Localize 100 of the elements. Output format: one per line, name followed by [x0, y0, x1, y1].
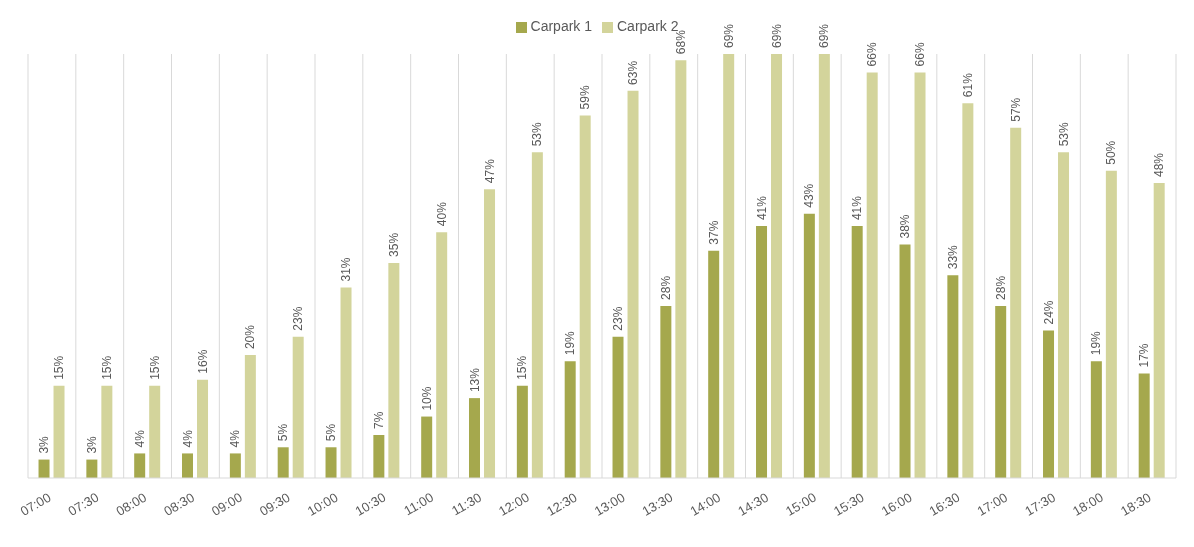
bar: [579, 115, 591, 478]
bar: [340, 287, 352, 478]
bar: [1090, 361, 1102, 478]
data-label: 15%: [99, 355, 114, 380]
legend-label: Carpark 1: [530, 18, 592, 34]
bar: [660, 305, 672, 478]
data-label: 48%: [1152, 152, 1167, 178]
bar: [516, 385, 528, 478]
data-label: 53%: [1056, 121, 1071, 147]
x-tick-label: 08:30: [161, 489, 197, 519]
bar: [675, 60, 687, 478]
data-label: 15%: [147, 355, 162, 380]
data-label: 66%: [913, 42, 928, 67]
bar: [899, 244, 911, 478]
bar: [277, 447, 289, 478]
bar: [292, 336, 304, 478]
data-label: 68%: [673, 29, 688, 55]
x-tick-label: 09:30: [256, 489, 293, 519]
bar: [1010, 127, 1022, 478]
data-label: 63%: [626, 60, 641, 85]
bar: [101, 385, 113, 478]
data-label: 15%: [515, 355, 530, 380]
x-tick-label: 11:00: [401, 489, 437, 519]
data-label: 69%: [769, 23, 784, 48]
bar: [1138, 373, 1150, 478]
data-label: 57%: [1008, 97, 1023, 122]
data-label: 23%: [291, 306, 306, 331]
bar: [484, 189, 496, 478]
bar: [149, 385, 161, 478]
data-label: 33%: [945, 244, 960, 270]
bar: [134, 453, 146, 478]
bar: [708, 250, 720, 478]
bar: [612, 336, 624, 478]
data-label: 47%: [482, 158, 497, 184]
data-label: 37%: [706, 220, 721, 245]
bar: [771, 54, 783, 478]
bar: [1153, 183, 1165, 478]
data-label: 53%: [530, 121, 545, 147]
x-tick-label: 08:00: [113, 489, 150, 519]
data-label: 3%: [84, 435, 99, 454]
data-label: 19%: [563, 330, 578, 356]
data-label: 28%: [993, 275, 1008, 300]
data-label: 16%: [195, 349, 210, 374]
data-label: 41%: [850, 195, 865, 221]
x-tick-label: 11:30: [449, 489, 484, 519]
bar: [469, 398, 481, 478]
data-label: 59%: [578, 85, 593, 110]
bar: [866, 72, 878, 478]
data-label: 4%: [180, 429, 195, 448]
bar: [914, 72, 926, 478]
bar: [86, 459, 98, 478]
bar: [803, 213, 815, 478]
data-label: 35%: [386, 232, 401, 257]
bar: [244, 355, 256, 478]
x-tick-label: 07:00: [17, 489, 54, 519]
x-tick-label: 07:30: [65, 489, 102, 519]
bar: [421, 416, 433, 478]
data-label: 50%: [1104, 140, 1119, 165]
bar: [627, 90, 639, 478]
x-tick-label: 09:00: [209, 489, 245, 519]
data-label: 66%: [865, 42, 880, 67]
data-label: 17%: [1137, 343, 1152, 368]
data-label: 38%: [898, 214, 913, 239]
data-label: 61%: [960, 72, 975, 98]
bar: [1058, 152, 1070, 478]
data-label: 7%: [371, 411, 386, 429]
data-label: 19%: [1089, 330, 1104, 356]
bar: [38, 459, 50, 478]
bar: [182, 453, 194, 478]
bar: [723, 54, 735, 478]
bar: [229, 453, 241, 478]
bar: [197, 379, 209, 478]
data-label: 4%: [228, 429, 243, 448]
bar: [388, 262, 400, 478]
data-label: 40%: [434, 201, 449, 227]
data-label: 10%: [419, 386, 434, 411]
bar: [531, 152, 543, 478]
bar: [756, 226, 768, 478]
data-label: 5%: [276, 423, 291, 442]
bar: [851, 226, 863, 478]
bar: [436, 232, 448, 478]
data-label: 31%: [339, 257, 354, 282]
bar: [962, 103, 974, 478]
data-label: 41%: [754, 195, 769, 221]
data-label: 20%: [243, 324, 258, 350]
bar: [373, 434, 385, 478]
bar: [53, 385, 65, 478]
bar: [818, 54, 830, 478]
bar: [1043, 330, 1055, 478]
data-label: 69%: [721, 23, 736, 48]
data-label: 69%: [817, 23, 832, 48]
bar: [947, 275, 959, 478]
data-label: 13%: [467, 367, 482, 393]
data-label: 4%: [132, 429, 147, 448]
bar: [995, 305, 1007, 478]
bar: [1105, 170, 1117, 478]
bar: [564, 361, 576, 478]
data-label: 24%: [1041, 300, 1056, 325]
data-label: 23%: [611, 306, 626, 331]
bar: [325, 447, 337, 478]
